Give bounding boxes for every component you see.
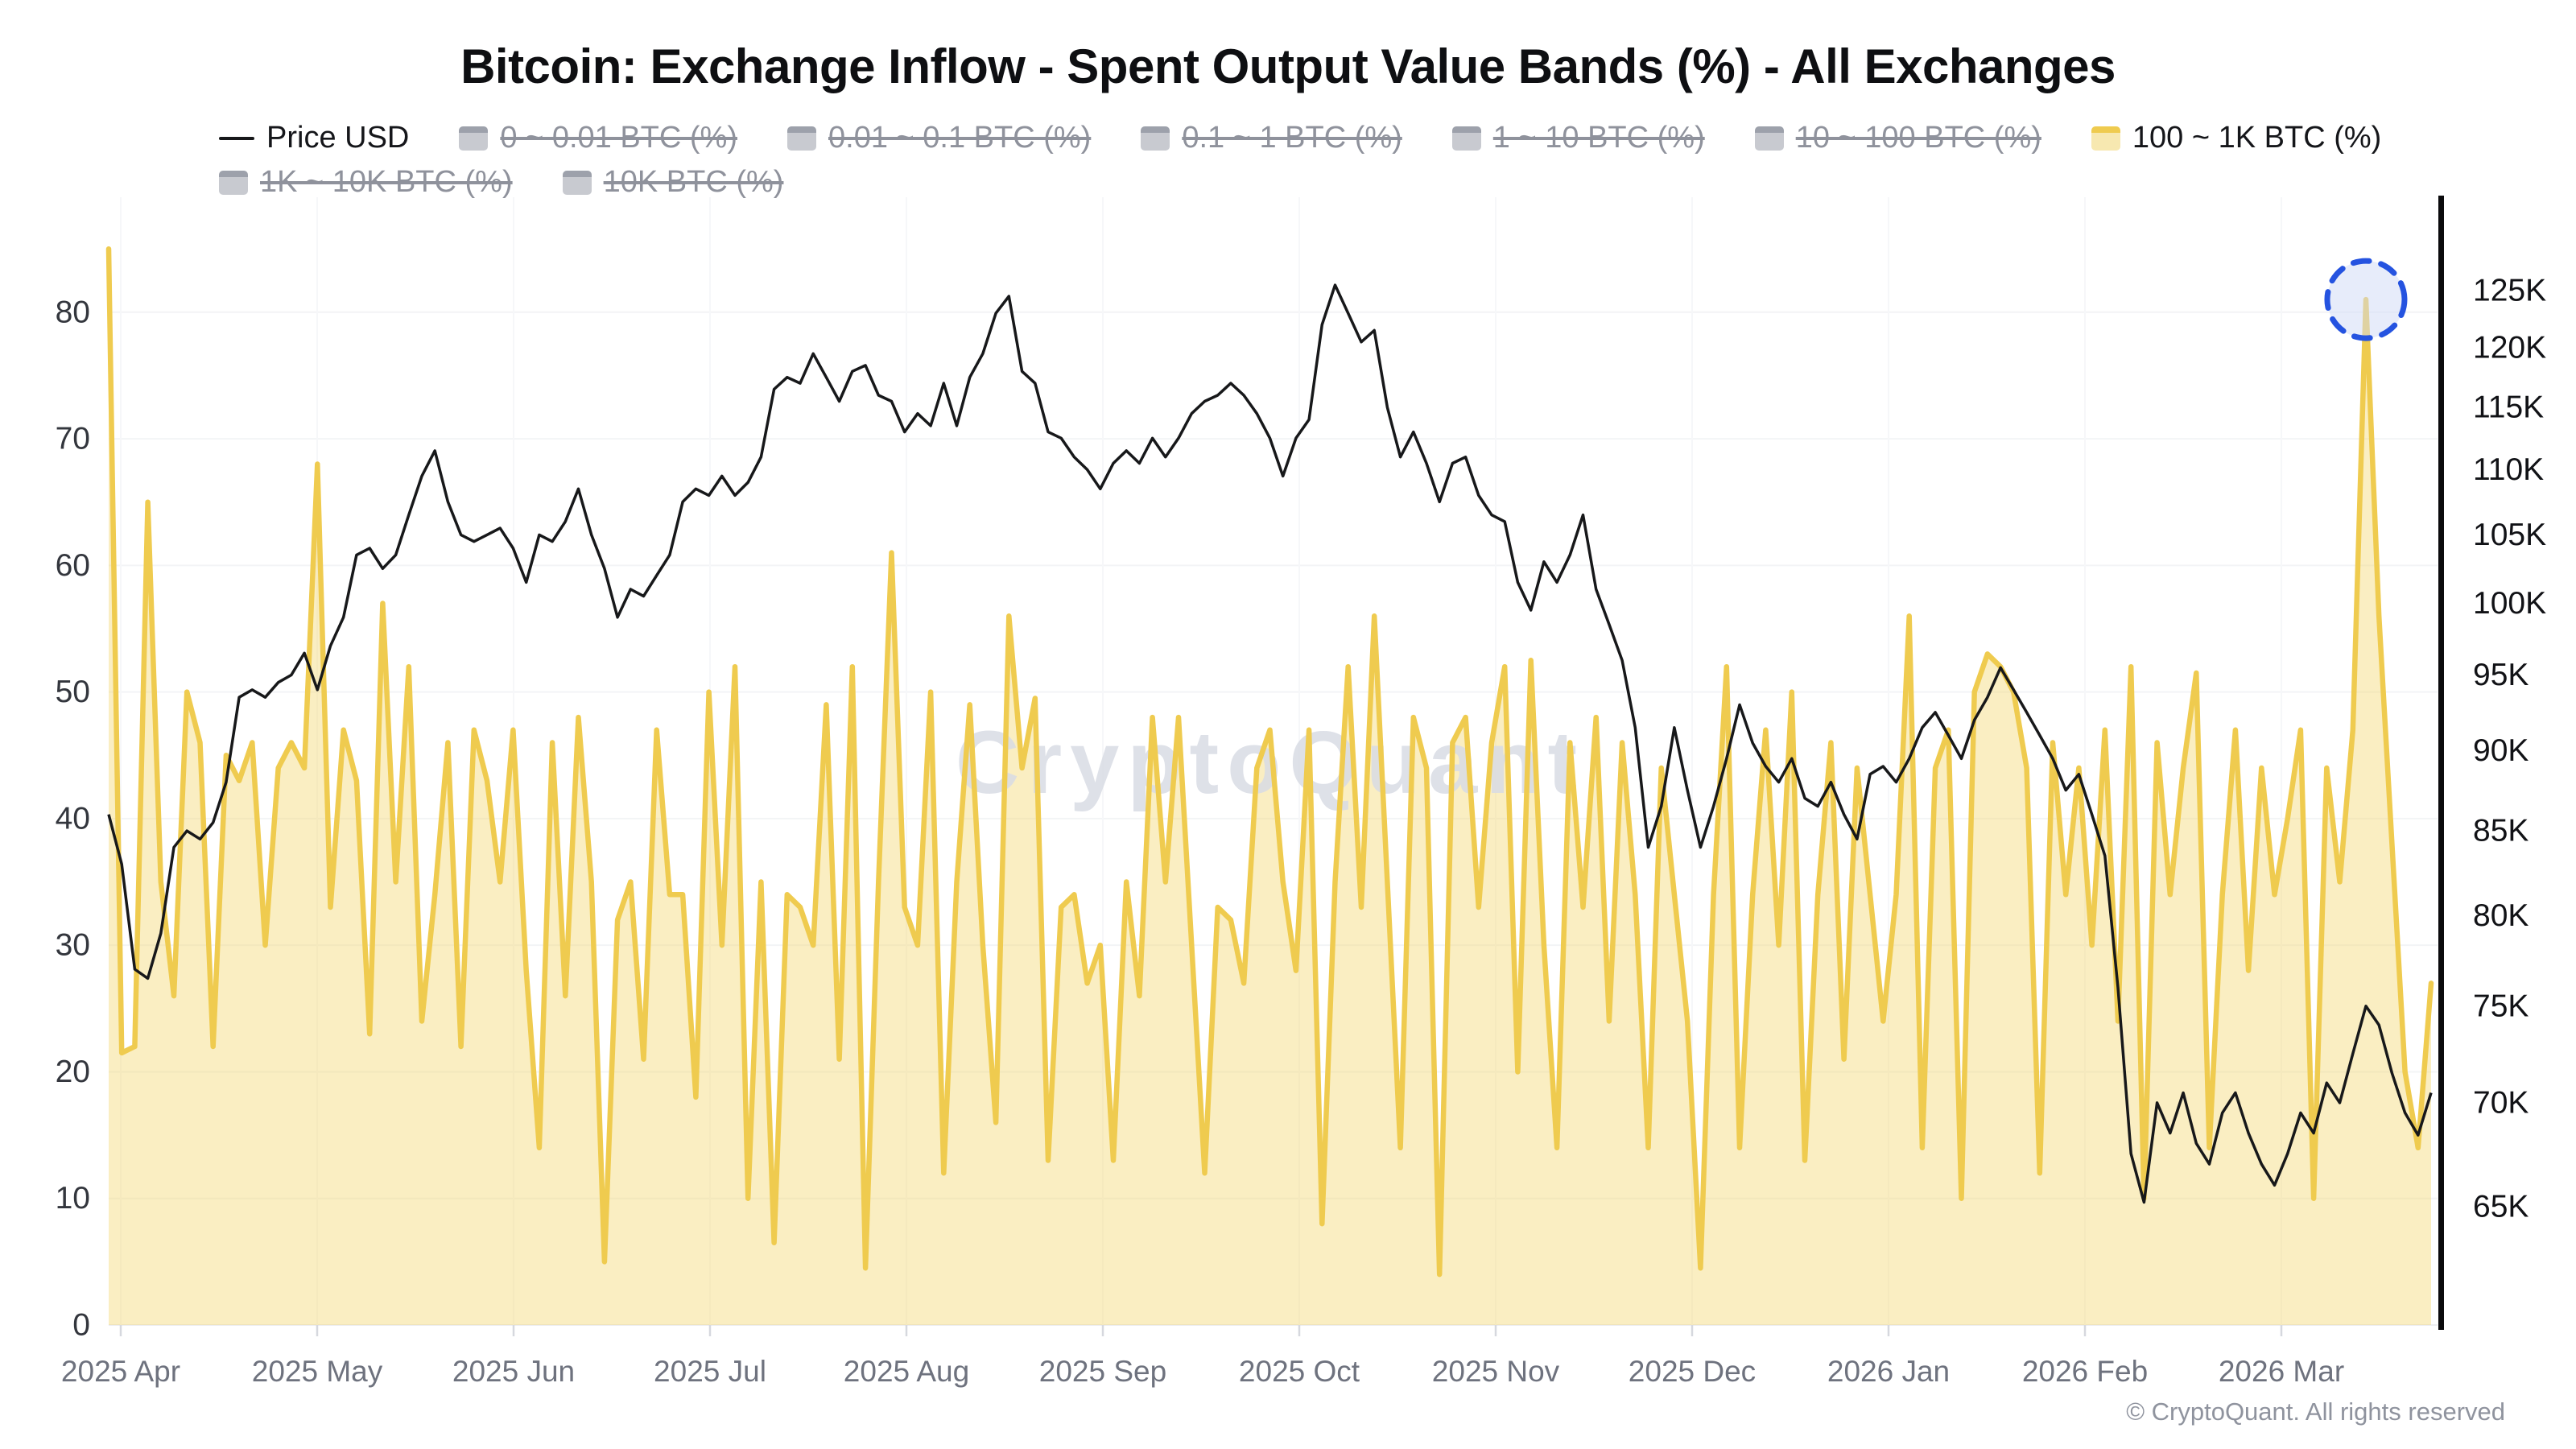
right-axis-label: 120K [2473, 331, 2546, 365]
legend-item-0-01-0-1-btc[interactable]: 0.01 ~ 0.1 BTC (%) [787, 121, 1091, 155]
x-axis-label: 2025 Dec [1629, 1355, 1756, 1388]
x-axis-label: 2025 Sep [1039, 1355, 1166, 1388]
left-axis-label: 80 [56, 295, 90, 329]
area-series-icon [562, 170, 592, 195]
line-series-icon [219, 136, 254, 140]
legend-item-label: 1K ~ 10K BTC (%) [260, 165, 513, 199]
x-axis-label: 2025 Apr [61, 1355, 180, 1388]
legend-item-0-1-1-btc[interactable]: 0.1 ~ 1 BTC (%) [1141, 121, 1402, 155]
area-series-icon [2091, 126, 2120, 151]
x-axis-label: 2025 Jul [654, 1355, 766, 1388]
right-axis-label: 65K [2473, 1189, 2529, 1224]
x-axis-label: 2025 Oct [1239, 1355, 1360, 1388]
left-axis-label: 50 [56, 675, 90, 709]
legend-item-label: 100 ~ 1K BTC (%) [2132, 121, 2382, 155]
legend: Price USD 0 ~ 0.01 BTC (%) 0.01 ~ 0.1 BTC … [219, 121, 2415, 200]
band-area-fill [109, 249, 2431, 1326]
legend-item-label: 1 ~ 10 BTC (%) [1492, 121, 1705, 155]
band-line-series [105, 246, 2434, 1278]
legend-row-1: Price USD 0 ~ 0.01 BTC (%) 0.01 ~ 0.1 BTC … [219, 121, 2415, 155]
right-axis-label: 85K [2473, 814, 2529, 848]
left-axis-label: 10 [56, 1181, 90, 1216]
right-axis-line [2438, 196, 2444, 1330]
area-series-icon [1141, 126, 1170, 151]
left-axis-label: 0 [72, 1308, 90, 1343]
left-axis-label: 60 [56, 548, 90, 583]
x-axis-label: 2025 Aug [844, 1355, 969, 1388]
left-axis-label: 70 [56, 422, 90, 456]
x-axis-label: 2026 Jan [1827, 1355, 1950, 1388]
x-axis-label: 2026 Mar [2219, 1355, 2344, 1388]
right-axis-label: 115K [2473, 390, 2544, 425]
right-axis-label: 100K [2473, 586, 2546, 621]
legend-item-label: 0.1 ~ 1 BTC (%) [1182, 121, 1402, 155]
legend-item-1k-10k-btc[interactable]: 1K ~ 10K BTC (%) [219, 165, 513, 200]
area-series-icon [787, 126, 816, 151]
highlight-dashed-circle [2324, 258, 2408, 341]
legend-item-label: Price USD [266, 121, 410, 155]
price-line-series [107, 283, 2433, 1204]
right-axis-label: 75K [2473, 989, 2529, 1023]
legend-item-label: 0 ~ 0.01 BTC (%) [500, 121, 737, 155]
legend-row-2: 1K ~ 10K BTC (%) 10K BTC (%) [219, 165, 2415, 200]
x-axis-label: 2025 Jun [452, 1355, 575, 1388]
x-axis-label: 2026 Feb [2022, 1355, 2148, 1388]
right-axis-label: 90K [2473, 733, 2529, 768]
legend-item-100-1k-btc[interactable]: 100 ~ 1K BTC (%) [2091, 121, 2381, 155]
legend-item-label: 0.01 ~ 0.1 BTC (%) [828, 121, 1092, 155]
right-axis-label: 70K [2473, 1085, 2529, 1120]
legend-item-10k-btc[interactable]: 10K BTC (%) [562, 165, 784, 200]
area-series-icon [1451, 126, 1481, 151]
right-axis-label: 105K [2473, 518, 2546, 552]
copyright: © CryptoQuant. All rights reserved [2126, 1397, 2505, 1426]
legend-item-0-0-01-btc[interactable]: 0 ~ 0.01 BTC (%) [459, 121, 737, 155]
area-series-icon [459, 126, 489, 151]
chart-title: Bitcoin: Exchange Inflow - Spent Output … [460, 39, 2116, 93]
area-series-icon [1754, 126, 1784, 151]
right-axis-label: 110K [2473, 452, 2544, 487]
x-axis-label: 2025 Nov [1432, 1355, 1560, 1388]
x-axis-label: 2025 May [252, 1355, 383, 1388]
legend-item-10-100-btc[interactable]: 10 ~ 100 BTC (%) [1754, 121, 2041, 155]
right-axis-label: 125K [2473, 274, 2546, 308]
area-series-icon [219, 170, 248, 195]
right-axis-label: 80K [2473, 898, 2529, 933]
legend-item-price-usd[interactable]: Price USD [219, 121, 409, 155]
legend-item-label: 10K BTC (%) [603, 165, 784, 199]
left-axis-label: 30 [56, 928, 90, 963]
left-axis-label: 40 [56, 801, 90, 836]
left-axis-label: 20 [56, 1055, 90, 1089]
legend-item-label: 10 ~ 100 BTC (%) [1795, 121, 2041, 155]
right-axis-label: 95K [2473, 658, 2529, 692]
legend-item-1-10-btc[interactable]: 1 ~ 10 BTC (%) [1451, 121, 1705, 155]
